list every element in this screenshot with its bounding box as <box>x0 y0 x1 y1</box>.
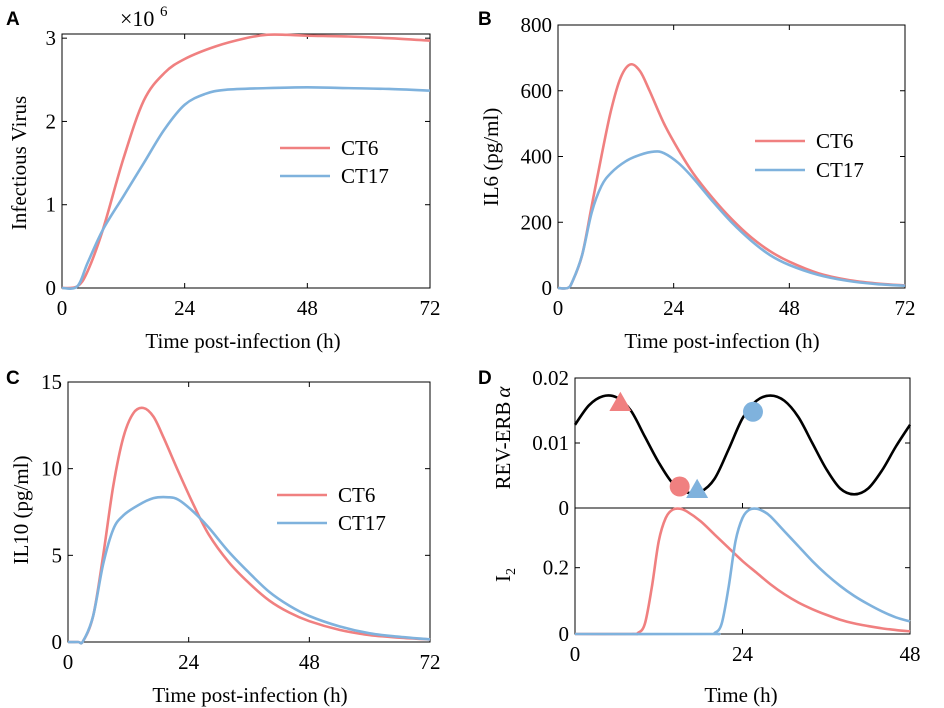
panel-a-series-ct6 <box>61 33 431 290</box>
panel-d-bottom-y-tick-label: 0 <box>559 622 570 646</box>
panel-c-legend: CT6 CT17 <box>277 483 386 535</box>
panel-c-x-tick-label: 0 <box>63 650 74 674</box>
panel-a-y-tick-label: 2 <box>46 109 57 133</box>
panel-c-x-axis-label: Time post-infection (h) <box>152 683 347 707</box>
panel-a-x-tick-label: 48 <box>297 296 318 320</box>
panel-a-legend-label-ct6: CT6 <box>341 136 378 160</box>
panel-d-marker-triangle <box>609 391 632 411</box>
panel-d-bottom-axes-box <box>574 507 911 635</box>
panel-a-legend-label-ct17: CT17 <box>341 164 389 188</box>
panel-d-top-y-tick-label: 0.01 <box>532 431 569 455</box>
panel-a-legend: CT6 CT17 <box>280 136 389 188</box>
panel-c-series-ct17 <box>67 495 431 645</box>
panel-label-d: D <box>478 368 492 389</box>
panel-c-plot-area: 0 24 48 72 0 5 10 15 <box>41 370 441 674</box>
panel-c-x-tick-label: 48 <box>299 650 320 674</box>
panel-c-y-tick-label: 0 <box>52 630 63 654</box>
panel-c-legend-label-ct6: CT6 <box>338 483 375 507</box>
panel-d-top-y-axis-label: REV-ERB α <box>491 386 515 490</box>
panel-d-bottom-x-tick-label: 0 <box>570 642 581 666</box>
panel-c-x-tick-label: 72 <box>420 650 441 674</box>
panel-d-bottom-series-ct17 <box>574 507 911 636</box>
panel-d-top-y-axis-label-text: REV-ERB <box>491 402 515 490</box>
panel-a-x-axis-label: Time post-infection (h) <box>145 329 340 353</box>
panel-d-bottom-y-axis-label-sub: 2 <box>504 568 519 575</box>
panel-a-plot-area: 0 24 48 72 0 1 2 3 <box>46 26 441 320</box>
panel-b-x-axis-label: Time post-infection (h) <box>624 329 819 353</box>
panel-b-series-ct17 <box>557 150 906 290</box>
panel-d-x-axis-label: Time (h) <box>704 683 777 707</box>
panel-a-series-ct17 <box>61 86 431 290</box>
panel-d-top-y-axis-label-symbol: α <box>491 386 515 398</box>
panel-b-legend-label-ct6: CT6 <box>816 129 853 153</box>
panel-d-bottom-y-axis-label-text: I <box>491 575 515 582</box>
panel-d: 0 0.01 0.02 0 24 48 0 0.2 REV-ERB α I2 Time (h) <box>491 366 921 707</box>
panel-b-y-tick-label: 200 <box>521 210 553 234</box>
panel-b-legend-label-ct17: CT17 <box>816 158 864 182</box>
panel-c: 0 24 48 72 0 5 10 15 Time post-infection (h) IL… <box>9 370 441 707</box>
panel-d-bottom-x-tick-label: 48 <box>900 642 921 666</box>
panel-d-marker-circle <box>742 401 763 422</box>
panel-d-bottom-series-ct6 <box>574 507 911 636</box>
panel-d-top-y-tick-label: 0.02 <box>532 366 569 390</box>
panel-b-x-tick-label: 72 <box>895 296 916 320</box>
panel-d-bottom-plot-area: 0 24 48 0 0.2 <box>543 507 921 666</box>
panel-a-x-tick-label: 24 <box>174 296 196 320</box>
panel-c-x-tick-label: 24 <box>178 650 200 674</box>
panel-b-x-tick-label: 48 <box>779 296 800 320</box>
panel-a: 0 24 48 72 0 1 2 3 ×10 6 Time post-infection (h… <box>7 4 441 353</box>
panel-a-x-tick-label: 0 <box>57 296 68 320</box>
panel-c-axes-box <box>67 381 431 643</box>
panel-c-y-tick-label: 5 <box>52 543 63 567</box>
panel-c-y-tick-label: 15 <box>41 370 62 394</box>
panel-b: 0 24 48 72 0 200 400 600 800 Time post-infection… <box>479 13 916 353</box>
panel-a-axes-box <box>61 33 431 289</box>
panel-b-y-axis-label: IL6 (pg/ml) <box>479 108 503 207</box>
panel-d-bottom-x-tick-label: 24 <box>732 642 754 666</box>
panel-label-a: A <box>6 9 20 30</box>
panel-a-y-tick-label: 3 <box>46 26 57 50</box>
panel-d-marker-triangle <box>686 478 709 499</box>
panel-label-c: C <box>6 368 20 389</box>
panel-label-b: B <box>478 9 492 30</box>
panel-a-y-tick-label: 0 <box>46 276 57 300</box>
panel-d-bottom-y-axis-label: I2 <box>491 568 519 582</box>
panel-b-x-tick-label: 24 <box>663 296 685 320</box>
panel-b-plot-area: 0 24 48 72 0 200 400 600 800 <box>521 13 916 320</box>
panel-a-y-exponent: 6 <box>160 4 168 20</box>
panel-c-legend-label-ct17: CT17 <box>338 511 386 535</box>
panel-a-y-multiplier: ×10 <box>120 6 154 31</box>
panel-b-y-tick-label: 400 <box>521 145 553 169</box>
panel-d-top-axes-box <box>574 377 911 509</box>
panel-a-y-tick-label: 1 <box>46 193 57 217</box>
panel-b-legend: CT6 CT17 <box>755 129 864 182</box>
panel-d-bottom-y-tick-label: 0.2 <box>543 556 569 580</box>
panel-b-y-tick-label: 0 <box>542 276 553 300</box>
panel-a-x-tick-label: 72 <box>420 296 441 320</box>
panel-b-x-tick-label: 0 <box>553 296 564 320</box>
panel-b-axes-box <box>557 24 906 289</box>
panel-c-y-tick-label: 10 <box>41 457 62 481</box>
panel-d-marker-circle <box>669 476 690 497</box>
panel-c-y-axis-label: IL10 (pg/ml) <box>9 455 33 564</box>
panel-b-y-tick-label: 600 <box>521 79 553 103</box>
panel-a-y-axis-label: Infectious Virus <box>7 96 31 230</box>
panel-d-top-y-tick-label: 0 <box>559 496 570 520</box>
panel-d-top-plot-area: 0 0.01 0.02 <box>532 366 912 520</box>
panel-b-y-tick-label: 800 <box>521 13 553 37</box>
